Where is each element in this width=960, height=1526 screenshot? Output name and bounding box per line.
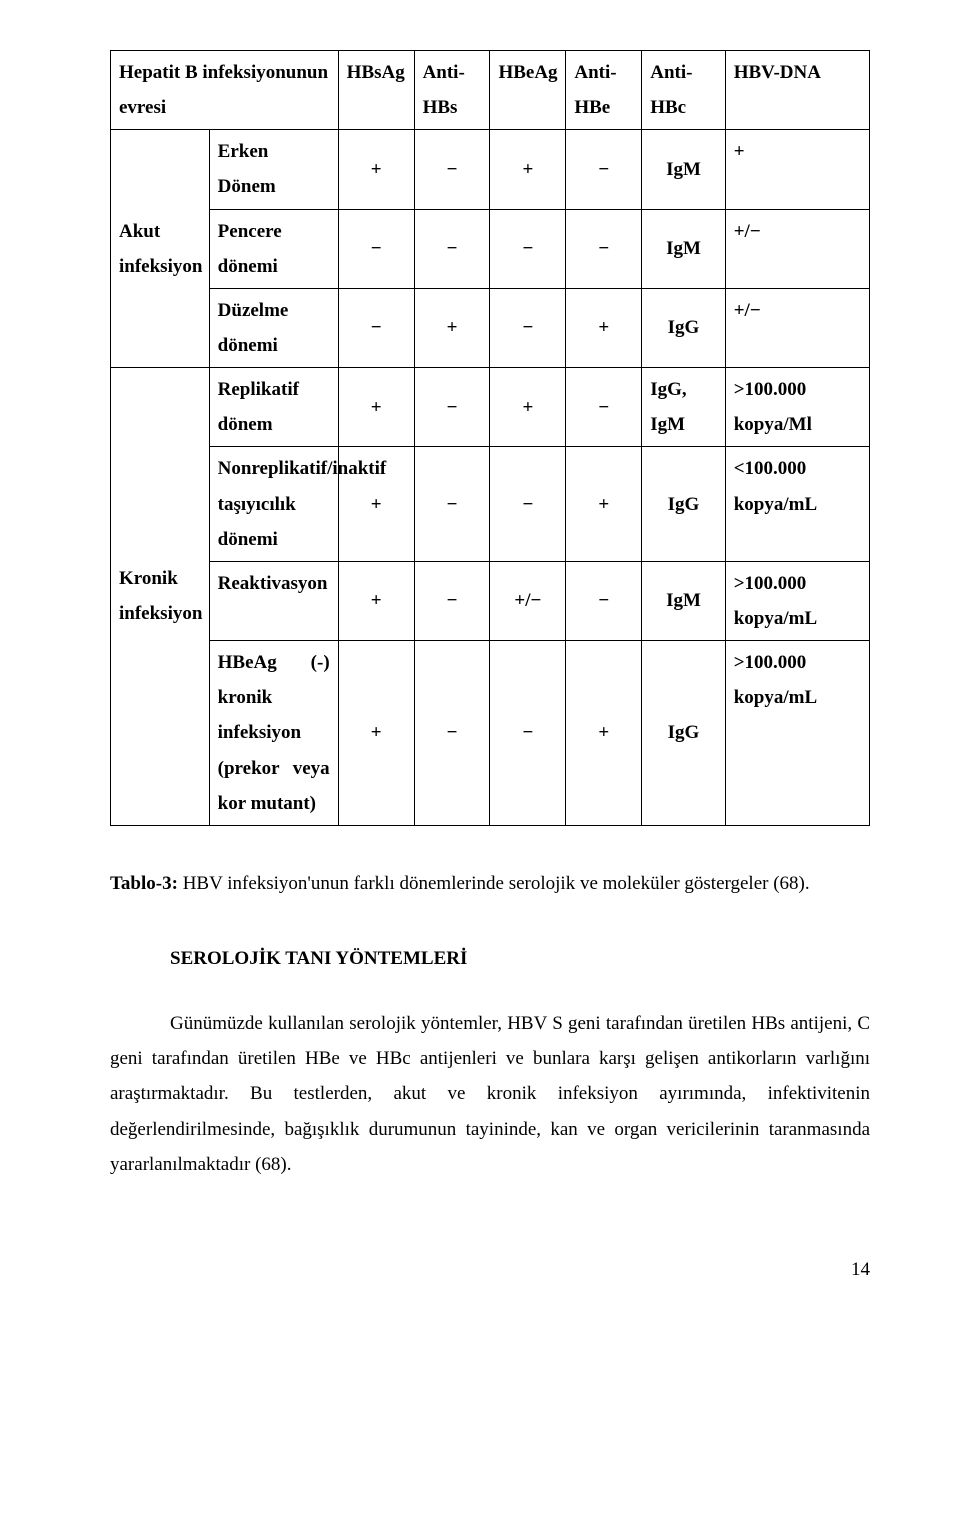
cell: >100.000 kopya/mL [725,561,869,640]
cell: >100.000 kopya/mL [725,641,869,826]
cell: − [490,447,566,561]
table-row: Nonreplikatif/inaktif taşıyıcılık dönemi… [111,447,870,561]
cell: IgG, IgM [642,368,725,447]
cell: − [414,447,490,561]
header-antihbs: Anti-HBs [414,51,490,130]
cell: − [414,368,490,447]
cell: + [490,130,566,209]
section-title: SEROLOJİK TANI YÖNTEMLERİ [110,941,870,976]
table-caption: Tablo-3: HBV infeksiyon'unun farklı döne… [110,866,870,901]
cell: − [490,209,566,288]
cell: + [338,368,414,447]
table-row: Reaktivasyon + − +/− − IgM >100.000 kopy… [111,561,870,640]
cell: − [490,641,566,826]
cell: − [338,209,414,288]
cell: +/− [725,288,869,367]
cell: − [338,288,414,367]
cell: − [566,130,642,209]
cell: + [338,130,414,209]
cell: + [566,447,642,561]
cell: + [414,288,490,367]
cell: + [338,561,414,640]
cell: IgG [642,288,725,367]
cell: +/− [490,561,566,640]
table-row: HBeAg (-) kronik infeksiyon (prekor veya… [111,641,870,826]
phase-cell: Pencere dönemi [209,209,338,288]
cell: − [566,561,642,640]
table-row: Akut infeksiyon Erken Dönem + − + − IgM … [111,130,870,209]
cell: − [414,209,490,288]
page-number: 14 [110,1252,870,1287]
cell: − [414,641,490,826]
group-kronik: Kronik infeksiyon [111,368,210,826]
table-row: Düzelme dönemi − + − + IgG +/− [111,288,870,367]
phase-cell: HBeAg (-) kronik infeksiyon (prekor veya… [209,641,338,826]
cell: + [566,288,642,367]
caption-label: Tablo-3: [110,873,178,894]
cell: − [414,130,490,209]
phase-cell: Erken Dönem [209,130,338,209]
cell: − [566,209,642,288]
table-row: Kronik infeksiyon Replikatif dönem + − +… [111,368,870,447]
hbv-serology-table: Hepatit B infeksiyonunun evresi HBsAg An… [110,50,870,826]
header-antihbc: Anti-HBc [642,51,725,130]
cell: IgG [642,447,725,561]
table-row: Pencere dönemi − − − − IgM +/− [111,209,870,288]
table-header-row: Hepatit B infeksiyonunun evresi HBsAg An… [111,51,870,130]
cell: <100.000 kopya/mL [725,447,869,561]
cell: − [490,288,566,367]
cell: + [338,641,414,826]
cell: IgM [642,209,725,288]
header-antihbe: Anti-HBe [566,51,642,130]
group-akut: Akut infeksiyon [111,130,210,368]
cell: + [566,641,642,826]
header-hbsag: HBsAg [338,51,414,130]
cell: IgG [642,641,725,826]
header-hbvdna: HBV-DNA [725,51,869,130]
phase-cell: Reaktivasyon [209,561,338,640]
cell: − [414,561,490,640]
cell: + [725,130,869,209]
body-paragraph: Günümüzde kullanılan serolojik yöntemler… [110,1006,870,1182]
cell: +/− [725,209,869,288]
cell: >100.000 kopya/Ml [725,368,869,447]
cell: − [566,368,642,447]
caption-text: HBV infeksiyon'unun farklı dönemlerinde … [178,873,810,894]
cell: IgM [642,130,725,209]
header-phase: Hepatit B infeksiyonunun evresi [111,51,339,130]
phase-cell: Replikatif dönem [209,368,338,447]
cell: IgM [642,561,725,640]
header-hbeag: HBeAg [490,51,566,130]
phase-cell: Nonreplikatif/inaktif taşıyıcılık dönemi [209,447,338,561]
phase-cell: Düzelme dönemi [209,288,338,367]
cell: + [490,368,566,447]
